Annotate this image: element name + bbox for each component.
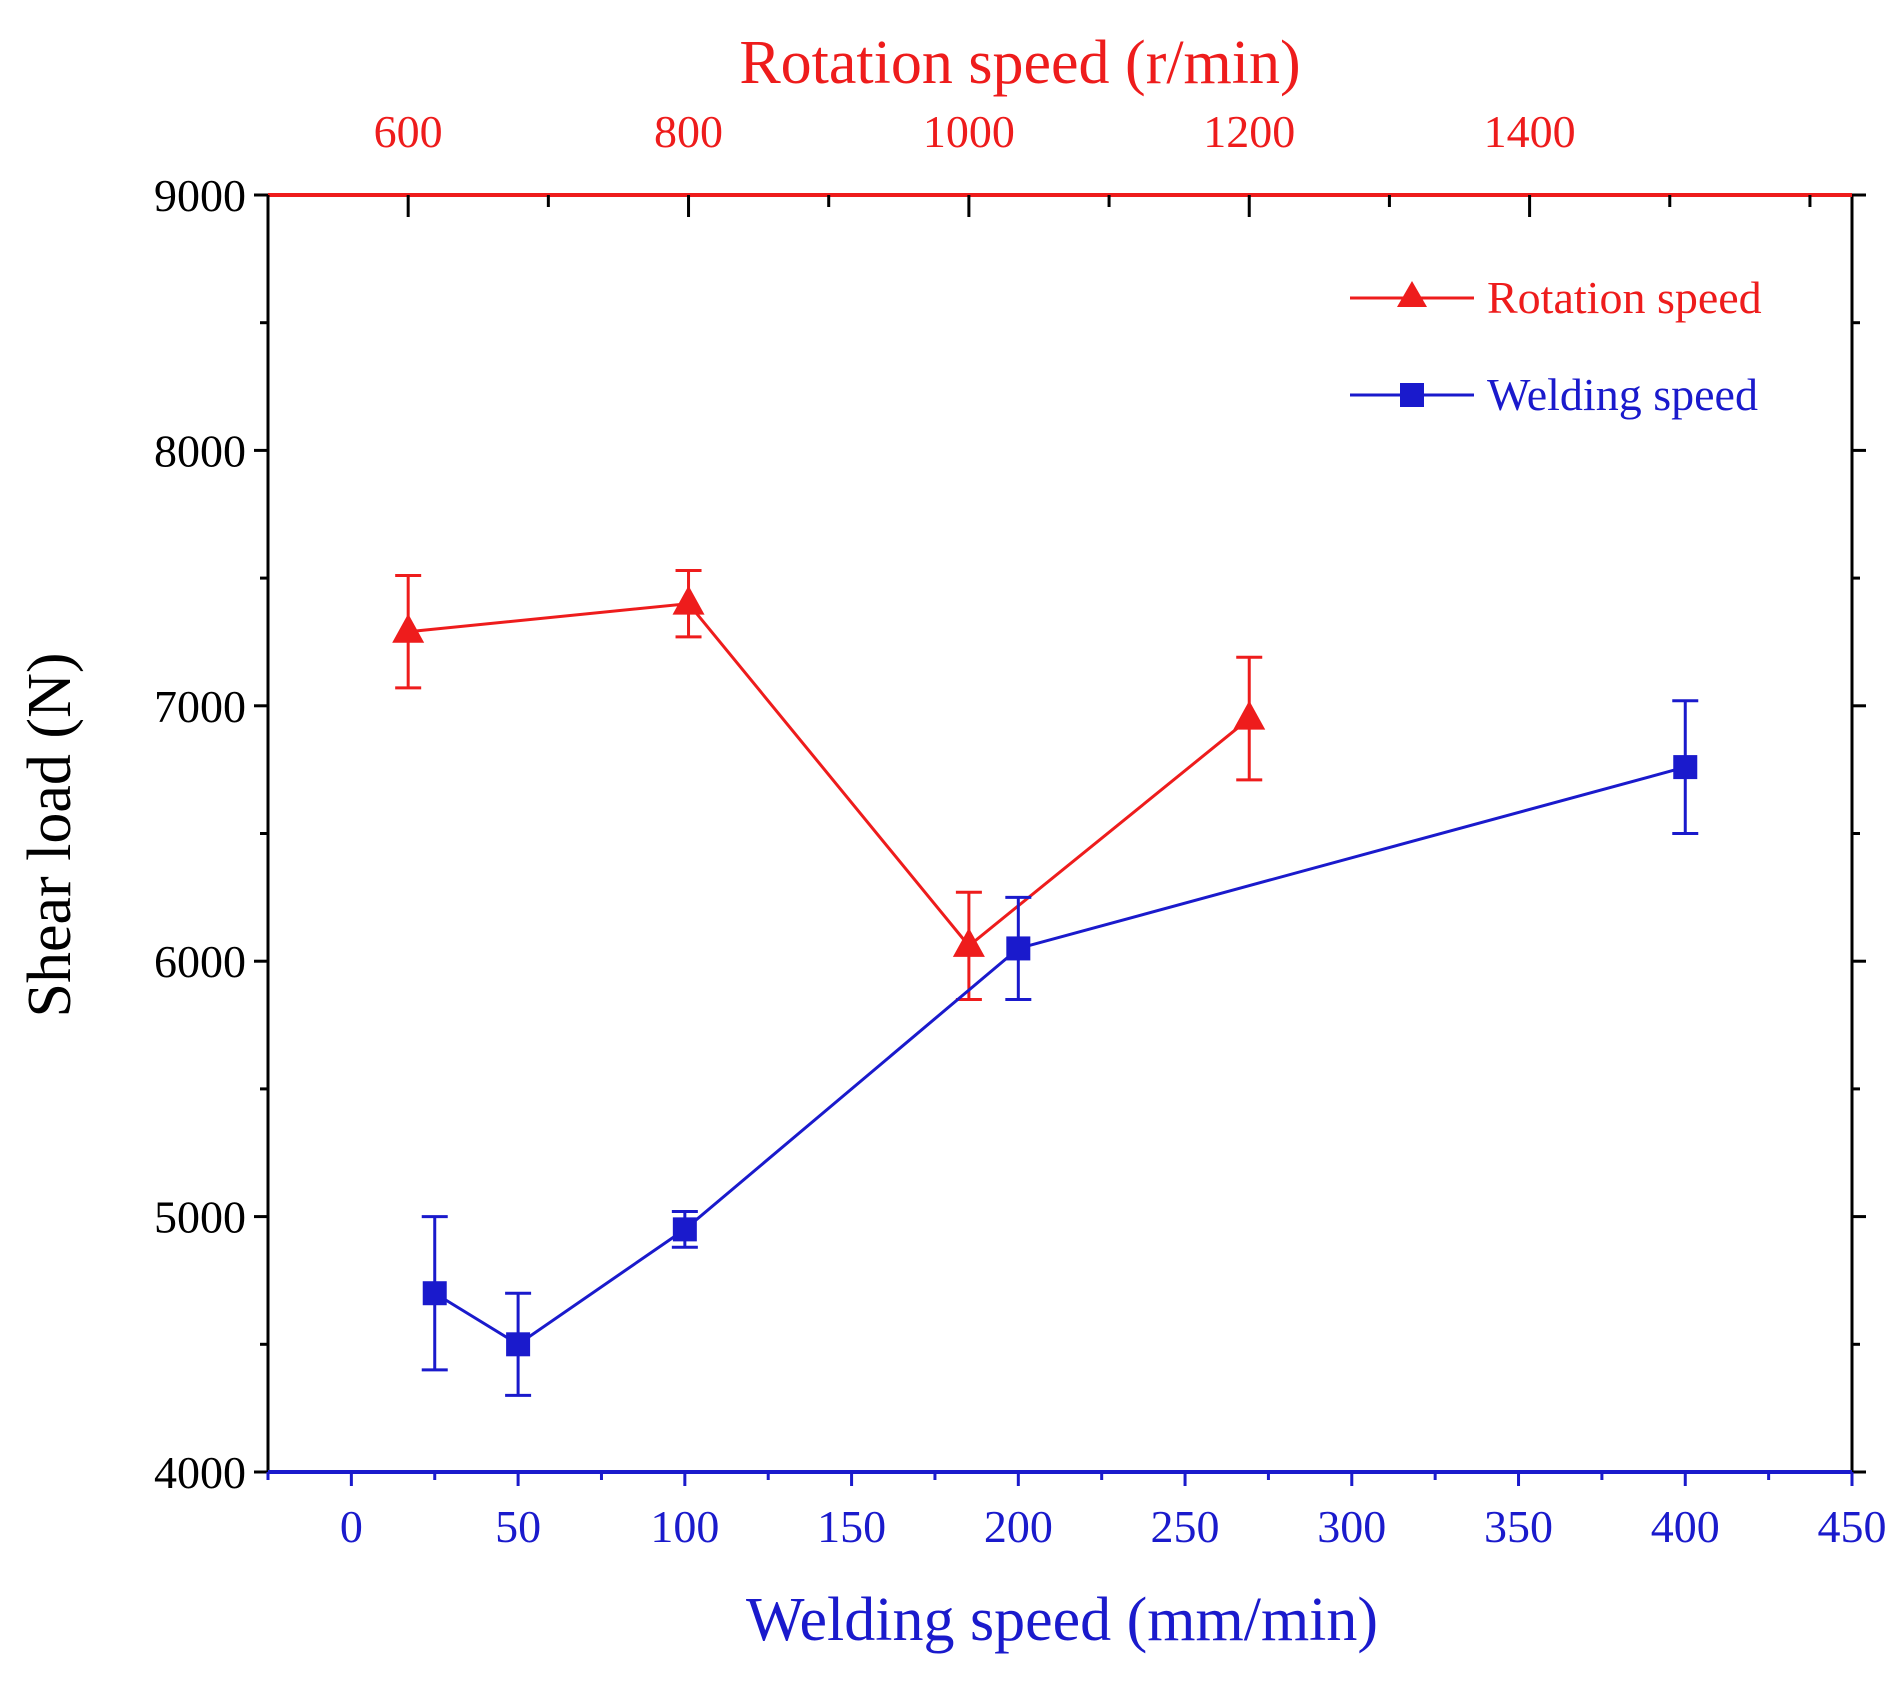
series-line: [433, 765, 1686, 1347]
x-bottom-tick-label: 100: [650, 1501, 719, 1552]
x-bottom-tick-label: 150: [817, 1501, 886, 1552]
x-top-axis-ticks: 600 800 1000 1200 1400: [266, 106, 1812, 217]
x-bottom-tick-label: 350: [1484, 1501, 1553, 1552]
legend-label-rotation: Rotation speed: [1487, 272, 1762, 323]
y-tick-label: 8000: [154, 425, 246, 476]
x-bottom-axis-ticks: 0 50 100 150 200 250 300 350 400 450: [266, 1472, 1887, 1552]
data-point-square: [422, 1281, 447, 1306]
x-bottom-tick-label: 50: [495, 1501, 541, 1552]
x-bottom-tick-label: 0: [340, 1501, 363, 1552]
y-axis-title: Shear load (N): [16, 653, 84, 1018]
series-layer: [392, 568, 1699, 1397]
data-point-triangle: [952, 927, 985, 957]
x-bottom-tick-label: 450: [1818, 1501, 1887, 1552]
data-point-triangle: [1233, 700, 1266, 730]
data-point-triangle: [392, 613, 425, 643]
data-point-square: [1006, 936, 1031, 961]
data-point-square: [506, 1332, 531, 1357]
x-top-tick-label: 1200: [1203, 106, 1295, 157]
series-rotation-speed: [392, 568, 1266, 1002]
data-point-square: [1673, 755, 1698, 780]
x-top-tick-label: 800: [654, 106, 723, 157]
y-tick-label: 7000: [154, 681, 246, 732]
x-bottom-tick-label: 300: [1317, 1501, 1386, 1552]
legend: Rotation speed Welding speed: [1350, 272, 1762, 420]
x-top-tick-label: 1000: [923, 106, 1015, 157]
top-axis-title: Rotation speed (r/min): [739, 29, 1300, 97]
y-tick-label: 4000: [154, 1447, 246, 1498]
y-tick-label: 6000: [154, 936, 246, 987]
bottom-axis-title: Welding speed (mm/min): [746, 1586, 1378, 1654]
series-line: [408, 602, 1251, 948]
x-bottom-tick-label: 200: [984, 1501, 1053, 1552]
y-axis-ticks: 4000 5000 6000 7000 8000 9000: [154, 170, 1866, 1498]
y-tick-label: 9000: [154, 170, 246, 221]
series-welding-speed: [421, 699, 1699, 1397]
legend-label-welding: Welding speed: [1487, 369, 1758, 420]
legend-item-rotation: Rotation speed: [1350, 272, 1762, 323]
y-tick-label: 5000: [154, 1192, 246, 1243]
x-top-tick-label: 1400: [1484, 106, 1576, 157]
legend-marker-triangle: [1397, 281, 1427, 307]
x-bottom-tick-label: 250: [1151, 1501, 1220, 1552]
legend-item-welding: Welding speed: [1350, 369, 1758, 420]
legend-marker-square: [1400, 383, 1424, 407]
data-point-triangle: [672, 585, 705, 615]
x-top-tick-label: 600: [374, 106, 443, 157]
data-point-square: [672, 1217, 697, 1242]
x-bottom-tick-label: 400: [1651, 1501, 1720, 1552]
